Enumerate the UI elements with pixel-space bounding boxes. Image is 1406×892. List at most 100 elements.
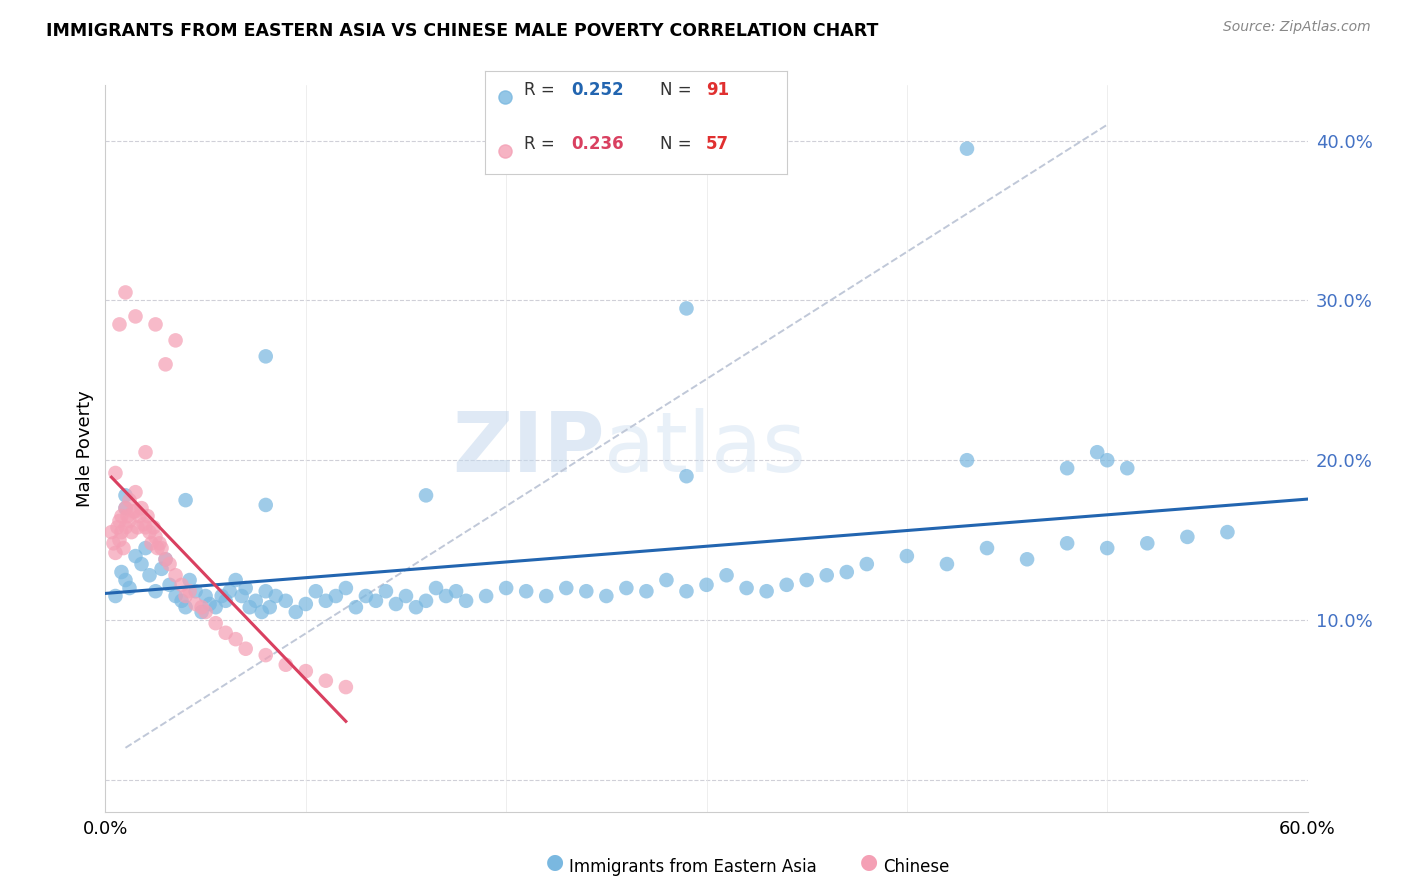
Point [117, 509, 139, 524]
Point [170, 578, 193, 592]
Point [122, 504, 145, 518]
Point [150, 541, 173, 555]
Point [495, 581, 517, 595]
Point [515, 584, 537, 599]
Point [264, 589, 287, 603]
Point [159, 557, 181, 571]
Text: R =: R = [524, 136, 561, 153]
Point [135, 520, 157, 534]
Point [364, 594, 387, 608]
Point [936, 557, 959, 571]
Point [128, 509, 150, 524]
Text: Chinese: Chinese [883, 858, 949, 876]
Text: ●: ● [547, 853, 564, 872]
Point [1097, 453, 1119, 467]
Point [494, 145, 516, 159]
Point [184, 584, 207, 599]
Point [124, 310, 146, 324]
Point [675, 584, 697, 599]
Point [225, 573, 247, 587]
Point [1056, 536, 1078, 550]
Point [110, 525, 132, 540]
Point [110, 565, 132, 579]
Point [104, 466, 127, 480]
Point [114, 488, 136, 502]
Point [145, 584, 167, 599]
Text: 91: 91 [706, 81, 728, 99]
Text: 0.236: 0.236 [571, 136, 624, 153]
Point [174, 600, 197, 615]
Point [636, 584, 658, 599]
Point [254, 498, 277, 512]
Point [108, 533, 131, 547]
Point [112, 541, 135, 555]
Point [239, 600, 262, 615]
Point [114, 573, 136, 587]
Point [146, 541, 169, 555]
Point [124, 504, 146, 518]
Point [204, 616, 226, 631]
Point [214, 625, 236, 640]
Text: Immigrants from Eastern Asia: Immigrants from Eastern Asia [569, 858, 817, 876]
Point [534, 589, 557, 603]
Point [190, 600, 212, 615]
Text: N =: N = [661, 81, 697, 99]
Point [214, 594, 236, 608]
Point [127, 520, 149, 534]
Point [696, 578, 718, 592]
Point [1177, 530, 1199, 544]
Point [405, 600, 427, 615]
Point [150, 562, 173, 576]
Point [155, 357, 177, 371]
Point [434, 589, 457, 603]
Point [118, 581, 141, 595]
Point [225, 632, 247, 647]
Point [415, 594, 437, 608]
Text: N =: N = [661, 136, 697, 153]
Point [118, 514, 141, 528]
Point [135, 445, 157, 459]
Point [254, 584, 277, 599]
Point [385, 597, 408, 611]
Point [274, 594, 297, 608]
Point [250, 605, 273, 619]
Point [295, 597, 318, 611]
Point [1056, 461, 1078, 475]
Point [135, 541, 157, 555]
Point [1085, 445, 1108, 459]
Point [425, 581, 447, 595]
Point [755, 584, 778, 599]
Point [107, 520, 129, 534]
Point [155, 552, 177, 566]
Point [354, 589, 377, 603]
Point [165, 589, 187, 603]
Point [100, 525, 122, 540]
Point [114, 520, 136, 534]
Point [141, 536, 163, 550]
Point [118, 493, 141, 508]
Point [956, 453, 979, 467]
Point [174, 493, 197, 508]
Point [194, 589, 217, 603]
Point [1136, 536, 1159, 550]
Point [170, 594, 193, 608]
Point [956, 142, 979, 156]
Point [675, 301, 697, 316]
Y-axis label: Male Poverty: Male Poverty [76, 390, 94, 507]
Point [114, 501, 136, 516]
Point [235, 581, 257, 595]
Point [194, 605, 217, 619]
Point [335, 680, 357, 694]
Point [184, 597, 207, 611]
Point [976, 541, 998, 555]
Point [104, 589, 127, 603]
Point [165, 334, 187, 348]
Point [124, 549, 146, 563]
Point [211, 589, 233, 603]
Point [675, 469, 697, 483]
Point [114, 501, 136, 516]
Point [245, 594, 267, 608]
Point [142, 520, 165, 534]
Point [315, 594, 337, 608]
Point [494, 90, 516, 104]
